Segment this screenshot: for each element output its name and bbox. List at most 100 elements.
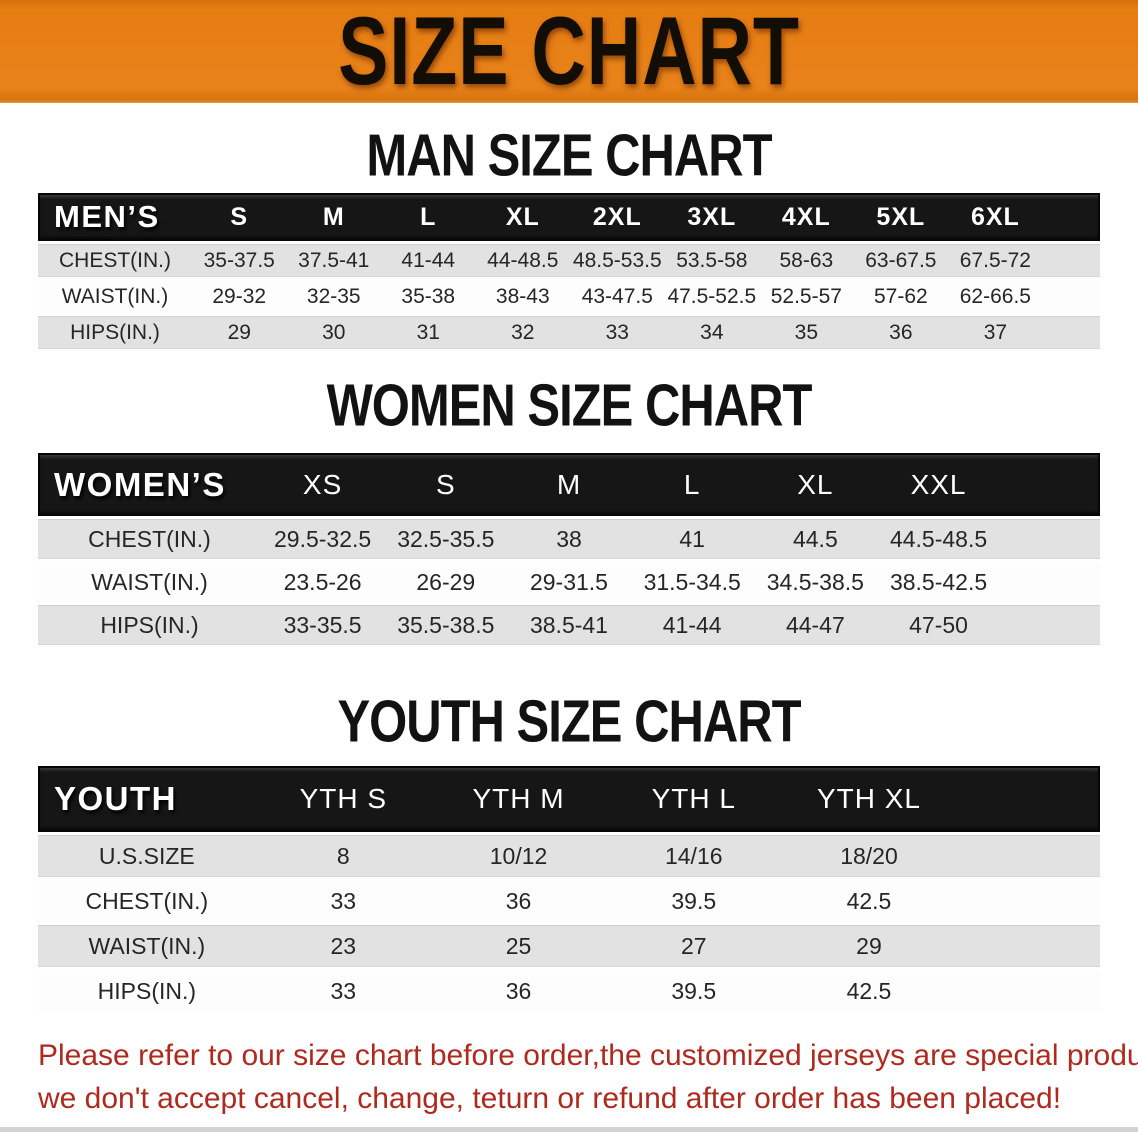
men-section-heading-text: MAN SIZE CHART xyxy=(366,123,772,189)
size-value-cell: 47.5-52.5 xyxy=(667,284,757,308)
size-column-header: YTH XL xyxy=(816,783,921,814)
size-value-cell: 38.5-41 xyxy=(529,611,608,638)
size-column-header: 2XL xyxy=(592,202,642,231)
table-row: WAIST(IN.) 29-32 32-35 35-38 38-43 43-47.5 47.… xyxy=(38,280,1100,313)
size-value-cell: 33-35.5 xyxy=(283,611,362,638)
size-value-cell: 44.5 xyxy=(792,525,838,552)
size-value-cell: 52.5-57 xyxy=(770,284,842,308)
size-value-cell: 37 xyxy=(983,320,1008,344)
row-label: CHEST(IN.) xyxy=(85,887,209,914)
size-value-cell: 35-37.5 xyxy=(203,248,275,272)
table-row: WAIST(IN.) 23 25 27 29 xyxy=(38,925,1100,967)
size-value-cell: 32.5-35.5 xyxy=(397,525,495,552)
disclaimer-line-2: we don't accept cancel, change, teturn o… xyxy=(38,1082,1062,1115)
men-size-table: MEN’S S M L XL 2XL 3XL 4XL 5XL 6XL CHEST(IN.) 35-… xyxy=(38,193,1100,349)
table-row: CHEST(IN.) 35-37.5 37.5-41 41-44 44-48.5 48.5… xyxy=(38,244,1100,277)
size-value-cell: 29 xyxy=(856,932,882,959)
size-value-cell: 29 xyxy=(227,320,251,344)
size-value-cell: 37.5-41 xyxy=(298,248,370,272)
size-value-cell: 42.5 xyxy=(846,887,892,914)
size-value-cell: 30 xyxy=(322,320,346,344)
youth-size-table: YOUTH YTH S YTH M YTH L YTH XL U.S.SIZE 8 10/… xyxy=(38,766,1100,1012)
women-section-heading-text: WOMEN SIZE CHART xyxy=(326,373,813,439)
table-row: CHEST(IN.) 33 36 39.5 42.5 xyxy=(38,880,1100,922)
size-column-header: 3XL xyxy=(687,202,737,231)
size-value-cell: 25 xyxy=(505,932,532,959)
size-value-cell: 67.5-72 xyxy=(959,248,1031,272)
size-value-cell: 14/16 xyxy=(664,842,723,869)
size-value-cell: 39.5 xyxy=(671,887,717,914)
size-value-cell: 35-38 xyxy=(401,284,456,308)
size-chart-banner: SIZE CHART xyxy=(0,0,1138,105)
youth-corner-label: YOUTH xyxy=(54,780,177,817)
size-value-cell: 31 xyxy=(416,320,440,344)
size-value-cell: 33 xyxy=(330,887,357,914)
size-column-header: 4XL xyxy=(781,202,831,231)
row-label: CHEST(IN.) xyxy=(88,525,211,552)
size-column-header: S xyxy=(230,202,249,231)
size-value-cell: 29-32 xyxy=(212,284,267,308)
size-value-cell: 53.5-58 xyxy=(676,248,748,272)
size-value-cell: 31.5-34.5 xyxy=(643,568,741,595)
table-row: U.S.SIZE 8 10/12 14/16 18/20 xyxy=(38,835,1100,877)
size-column-header: L xyxy=(420,202,437,231)
bottom-edge-strip xyxy=(0,1127,1138,1132)
size-value-cell: 29-31.5 xyxy=(529,568,608,595)
size-value-cell: 23 xyxy=(330,932,357,959)
row-label: U.S.SIZE xyxy=(98,842,195,869)
women-size-table: WOMEN’S XS S M L XL XXL CHEST(IN.) 29.5-32.5 32… xyxy=(38,453,1100,645)
size-value-cell: 23.5-26 xyxy=(283,568,362,595)
row-label: WAIST(IN.) xyxy=(61,284,169,308)
size-value-cell: 33 xyxy=(330,977,357,1004)
table-row: HIPS(IN.) 33 36 39.5 42.5 xyxy=(38,970,1100,1012)
size-value-cell: 29.5-32.5 xyxy=(274,525,372,552)
size-column-header: YTH S xyxy=(299,783,388,814)
size-value-cell: 41 xyxy=(679,525,705,552)
men-table-header: MEN’S S M L XL 2XL 3XL 4XL 5XL 6XL xyxy=(38,193,1100,241)
size-column-header: M xyxy=(322,202,345,231)
size-column-header: XL xyxy=(797,468,834,500)
youth-section-heading: YOUTH SIZE CHART xyxy=(0,690,1138,753)
size-value-cell: 35 xyxy=(794,320,819,344)
men-section-heading: MAN SIZE CHART xyxy=(0,124,1138,187)
youth-table-header: YOUTH YTH S YTH M YTH L YTH XL xyxy=(38,766,1100,832)
size-value-cell: 10/12 xyxy=(489,842,548,869)
size-value-cell: 63-67.5 xyxy=(865,248,937,272)
men-corner-label: MEN’S xyxy=(54,199,160,234)
row-label: WAIST(IN.) xyxy=(88,932,206,959)
women-section-heading: WOMEN SIZE CHART xyxy=(0,374,1138,437)
size-value-cell: 34.5-38.5 xyxy=(766,568,864,595)
women-table-header: WOMEN’S XS S M L XL XXL xyxy=(38,453,1100,516)
size-value-cell: 32 xyxy=(511,320,535,344)
size-column-header: 6XL xyxy=(970,202,1020,231)
size-value-cell: 26-29 xyxy=(416,568,476,595)
row-label: HIPS(IN.) xyxy=(100,611,199,638)
size-column-header: YTH M xyxy=(472,783,565,814)
size-value-cell: 47-50 xyxy=(909,611,968,638)
size-value-cell: 58-63 xyxy=(779,248,834,272)
disclaimer-note: Please refer to our size chart before or… xyxy=(38,1034,1138,1120)
size-value-cell: 34 xyxy=(700,320,724,344)
table-row: WAIST(IN.) 23.5-26 26-29 29-31.5 31.5-34.5 34… xyxy=(38,562,1100,602)
banner-title: SIZE CHART xyxy=(338,0,800,106)
size-column-header: XXL xyxy=(910,468,967,500)
row-label: HIPS(IN.) xyxy=(70,320,160,344)
size-value-cell: 36 xyxy=(505,977,532,1004)
size-value-cell: 8 xyxy=(336,842,350,869)
size-column-header: 5XL xyxy=(876,202,926,231)
size-value-cell: 43-47.5 xyxy=(581,284,653,308)
size-value-cell: 27 xyxy=(680,932,707,959)
size-value-cell: 44-48.5 xyxy=(487,248,559,272)
youth-section-heading-text: YOUTH SIZE CHART xyxy=(337,689,801,755)
size-value-cell: 38-43 xyxy=(495,284,550,308)
size-column-header: XL xyxy=(505,202,540,231)
row-label: WAIST(IN.) xyxy=(91,568,208,595)
size-value-cell: 18/20 xyxy=(840,842,898,869)
row-label: CHEST(IN.) xyxy=(58,248,171,272)
size-value-cell: 44-47 xyxy=(785,611,845,638)
size-value-cell: 62-66.5 xyxy=(959,284,1031,308)
size-column-header: S xyxy=(435,468,456,500)
size-column-header: M xyxy=(556,468,582,500)
size-column-header: YTH L xyxy=(651,783,736,814)
size-value-cell: 39.5 xyxy=(671,977,717,1004)
